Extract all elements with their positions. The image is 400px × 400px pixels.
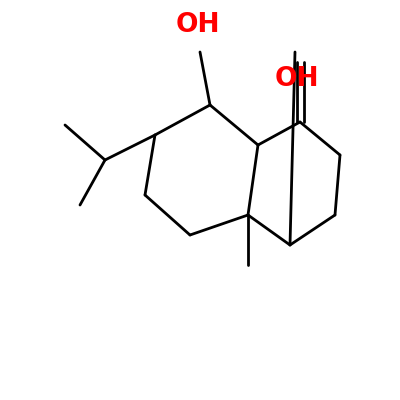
Text: OH: OH: [275, 66, 319, 92]
Text: OH: OH: [176, 12, 220, 38]
